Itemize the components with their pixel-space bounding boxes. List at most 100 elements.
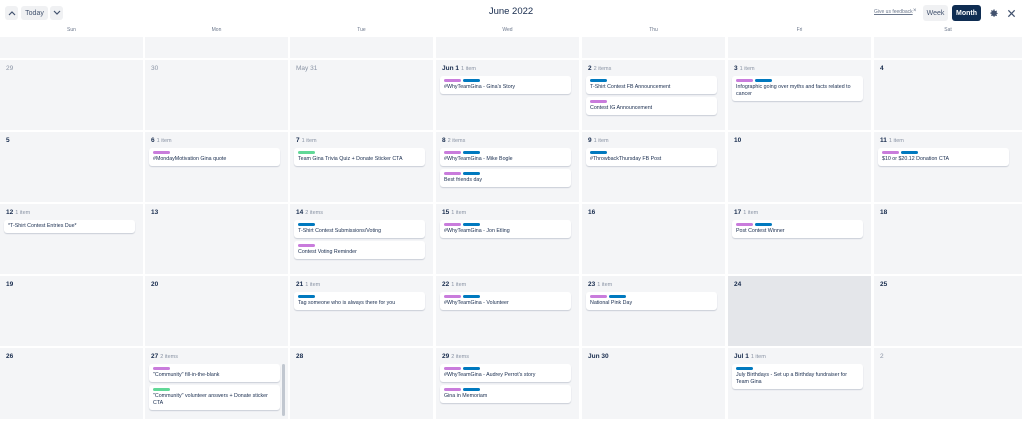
calendar-card[interactable]: T-Shirt Contest Submissions/Voting (294, 220, 425, 238)
item-count: 2 items (451, 354, 469, 360)
day-cell[interactable]: 20 (145, 276, 288, 346)
day-number: 26 (6, 353, 14, 360)
calendar-card[interactable]: #WhyTeamGina - Gina's Story (440, 76, 571, 94)
close-icon[interactable] (1003, 5, 1019, 21)
feedback-link[interactable]: Give us feedback (874, 9, 913, 15)
calendar-card[interactable]: Infographic going over myths and facts r… (732, 76, 863, 101)
day-cell[interactable] (874, 37, 1022, 58)
day-number: 19 (6, 281, 14, 288)
day-header: 23 1 item (588, 281, 612, 288)
day-cell[interactable]: 15 1 item #WhyTeamGina - Jon Etling (436, 204, 579, 274)
day-number: 8 (442, 137, 446, 144)
day-number: 30 (151, 65, 159, 72)
today-button[interactable]: Today (21, 6, 48, 20)
day-number: 24 (734, 281, 742, 288)
label-purple (444, 223, 461, 226)
item-count: 1 item (460, 66, 476, 72)
next-month-button[interactable] (50, 6, 63, 20)
calendar-card[interactable]: Team Gina Trivia Quiz + Donate Sticker C… (294, 148, 425, 166)
calendar-card[interactable]: #WhyTeamGina - Audrey Perrot's story (440, 364, 571, 382)
calendar-card[interactable]: Tag someone who is always there for you (294, 292, 425, 310)
calendar-card[interactable]: Contest IG Announcement (586, 97, 717, 115)
day-cell[interactable]: Jun 30 (582, 348, 725, 419)
day-cell[interactable]: 10 (728, 132, 871, 202)
day-cell[interactable] (436, 37, 579, 58)
calendar-card[interactable]: #MondayMotivation Gina quote (149, 148, 280, 166)
day-cell[interactable]: May 31 (290, 60, 433, 130)
day-cell[interactable]: 25 (874, 276, 1022, 346)
day-cell[interactable]: 24 (728, 276, 871, 346)
day-cell[interactable]: 19 (0, 276, 143, 346)
day-cell[interactable]: 26 (0, 348, 143, 419)
day-cell[interactable]: 11 1 item $10 or $20.12 Donation CTA (874, 132, 1022, 202)
calendar-card[interactable]: #ThrowbackThursday FB Post (586, 148, 717, 166)
day-cell[interactable] (728, 37, 871, 58)
day-header: 20 (151, 281, 158, 288)
calendar-card[interactable]: #WhyTeamGina - Mike Bogle (440, 148, 571, 166)
calendar-card[interactable]: Contest Voting Reminder (294, 241, 425, 259)
day-header: 25 (880, 281, 887, 288)
day-cell[interactable]: 22 1 item #WhyTeamGina - Volunteer (436, 276, 579, 346)
calendar-card[interactable]: Best friends day (440, 169, 571, 187)
day-cell[interactable] (0, 37, 143, 58)
day-cell[interactable]: 12 1 item *T-Shirt Contest Entries Due* (0, 204, 143, 274)
feedback-close-icon[interactable]: × (913, 8, 917, 14)
calendar-card[interactable]: *T-Shirt Contest Entries Due* (4, 220, 135, 233)
day-cell[interactable]: 2 (874, 348, 1022, 419)
day-cell[interactable] (145, 37, 288, 58)
day-number: May 31 (296, 65, 318, 72)
calendar-card[interactable]: July Birthdays - Set up a Birthday fundr… (732, 364, 863, 389)
day-cell[interactable]: 13 (145, 204, 288, 274)
calendar-card[interactable]: "Community" fill-in-the-blank (149, 364, 280, 382)
month-view-button[interactable]: Month (952, 5, 981, 21)
calendar-card[interactable]: $10 or $20.12 Donation CTA (878, 148, 1009, 166)
day-number: 15 (442, 209, 450, 216)
cell-scrollbar[interactable] (282, 364, 285, 416)
calendar-card[interactable]: Post Contest Winner (732, 220, 863, 238)
day-cell[interactable]: 28 (290, 348, 433, 419)
week-view-button[interactable]: Week (923, 5, 948, 21)
calendar-card[interactable]: National Pink Day (586, 292, 717, 310)
day-cell[interactable]: 21 1 item Tag someone who is always there … (290, 276, 433, 346)
item-count: 1 item (597, 282, 613, 288)
calendar-card[interactable]: #WhyTeamGina - Volunteer (440, 292, 571, 310)
day-cell[interactable] (290, 37, 433, 58)
day-cell[interactable]: 4 (874, 60, 1022, 130)
calendar-card[interactable]: "Community" volunteer answers + Donate s… (149, 385, 280, 410)
calendar-card[interactable]: #WhyTeamGina - Jon Etling (440, 220, 571, 238)
settings-gear-icon[interactable] (985, 5, 1001, 21)
day-cell[interactable]: 18 (874, 204, 1022, 274)
day-cell[interactable]: 23 1 item National Pink Day (582, 276, 725, 346)
day-header: 10 (734, 137, 741, 144)
day-cell[interactable] (582, 37, 725, 58)
day-cell[interactable]: 29 2 items #WhyTeamGina - Audrey Perrot's … (436, 348, 579, 419)
day-cell[interactable]: 16 (582, 204, 725, 274)
day-header: 11 1 item (880, 137, 904, 144)
previous-month-button[interactable] (5, 6, 18, 20)
calendar-card[interactable]: T-Shirt Contest FB Announcement (586, 76, 717, 94)
day-cell[interactable]: 30 (145, 60, 288, 130)
weekday-label: Sat (944, 27, 952, 33)
day-cell[interactable]: 14 2 items T-Shirt Contest Submissions/Vot… (290, 204, 433, 274)
day-cell[interactable]: 27 2 items "Community" fill-in-the-blank "C… (145, 348, 288, 419)
day-cell[interactable]: 29 (0, 60, 143, 130)
card-title: T-Shirt Contest Submissions/Voting (298, 228, 382, 234)
card-labels (444, 367, 567, 370)
day-number: 10 (734, 137, 742, 144)
day-header: 5 (6, 137, 10, 144)
day-header: 18 (880, 209, 887, 216)
calendar-card[interactable]: Gina in Memoriam (440, 385, 571, 403)
card-title: $10 or $20.12 Donation CTA (882, 156, 950, 162)
day-header: May 31 (296, 65, 317, 72)
card-labels (444, 295, 567, 298)
day-cell[interactable]: 17 1 item Post Contest Winner (728, 204, 871, 274)
day-cell[interactable]: 5 (0, 132, 143, 202)
